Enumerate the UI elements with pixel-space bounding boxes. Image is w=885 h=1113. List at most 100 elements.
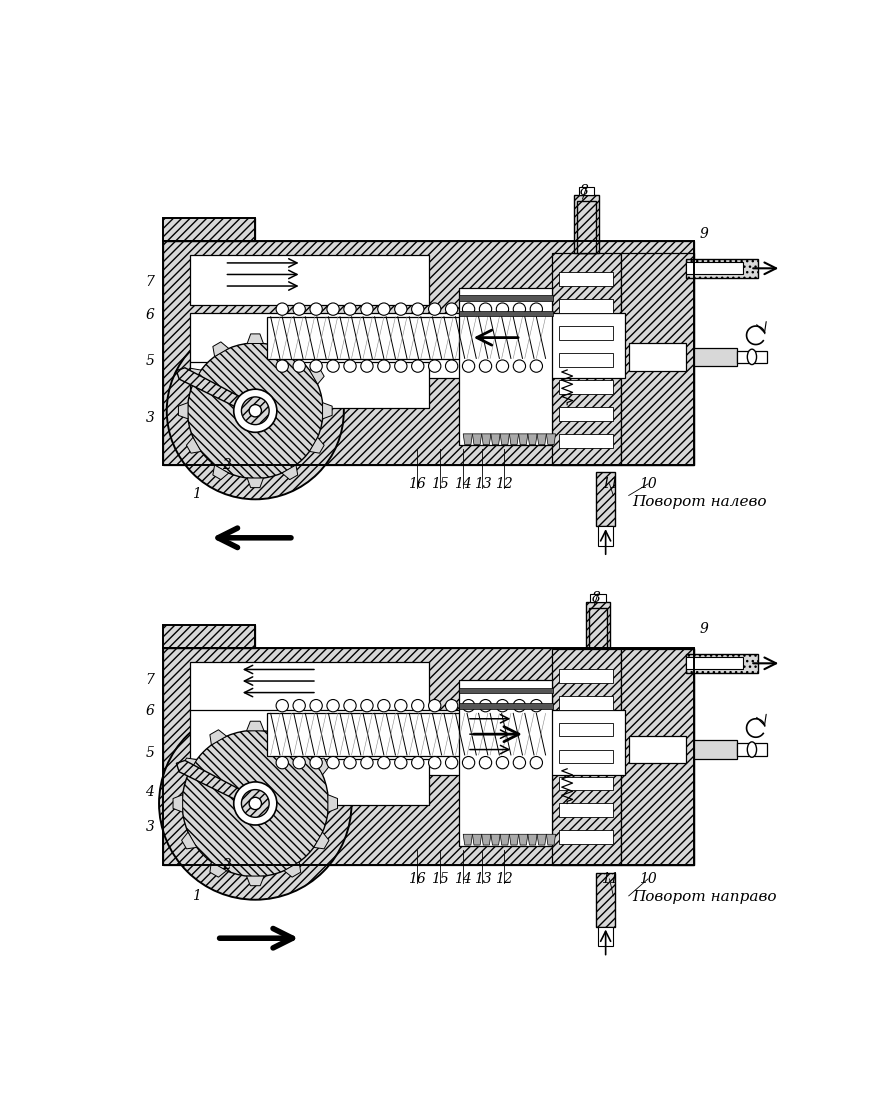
Text: 9: 9 <box>700 622 709 636</box>
Bar <box>559 434 613 447</box>
Bar <box>687 657 743 670</box>
Ellipse shape <box>378 699 390 712</box>
Bar <box>559 299 613 313</box>
Text: 6: 6 <box>145 307 154 322</box>
Text: 15: 15 <box>431 476 449 491</box>
Bar <box>551 253 621 464</box>
Ellipse shape <box>480 359 492 372</box>
Ellipse shape <box>159 707 351 899</box>
Bar <box>459 680 551 846</box>
Bar <box>163 242 694 464</box>
Polygon shape <box>247 721 264 731</box>
Polygon shape <box>314 833 329 849</box>
Ellipse shape <box>496 757 509 769</box>
Polygon shape <box>500 835 510 845</box>
Bar <box>190 662 428 712</box>
Bar <box>577 201 596 253</box>
Ellipse shape <box>496 359 509 372</box>
Text: 6: 6 <box>145 705 154 718</box>
Text: 15: 15 <box>431 871 449 886</box>
Polygon shape <box>314 758 329 775</box>
Polygon shape <box>546 835 556 845</box>
Polygon shape <box>546 434 556 444</box>
Ellipse shape <box>378 303 390 315</box>
Bar <box>163 624 255 648</box>
Ellipse shape <box>361 699 373 712</box>
Polygon shape <box>284 861 301 877</box>
Polygon shape <box>463 835 473 845</box>
Bar <box>574 195 599 253</box>
Polygon shape <box>210 861 227 877</box>
Ellipse shape <box>250 405 261 417</box>
Ellipse shape <box>361 757 373 769</box>
Ellipse shape <box>428 757 441 769</box>
Ellipse shape <box>188 343 323 479</box>
Bar <box>559 380 613 394</box>
Text: 13: 13 <box>473 871 491 886</box>
Bar <box>559 669 613 682</box>
Bar <box>736 351 767 363</box>
Polygon shape <box>210 730 227 745</box>
Text: 8: 8 <box>592 591 601 604</box>
Ellipse shape <box>378 359 390 372</box>
Ellipse shape <box>186 735 325 873</box>
Bar <box>736 743 767 756</box>
Ellipse shape <box>242 789 269 817</box>
Ellipse shape <box>234 390 277 432</box>
Ellipse shape <box>242 397 269 425</box>
Bar <box>190 255 428 305</box>
Ellipse shape <box>166 322 344 500</box>
Bar <box>559 722 613 737</box>
Ellipse shape <box>250 797 261 809</box>
Bar <box>589 608 607 648</box>
Bar <box>559 407 613 421</box>
Ellipse shape <box>395 699 407 712</box>
Polygon shape <box>187 437 201 453</box>
Ellipse shape <box>496 699 509 712</box>
Polygon shape <box>537 835 546 845</box>
Text: 4: 4 <box>145 785 154 799</box>
Ellipse shape <box>327 757 339 769</box>
Ellipse shape <box>293 303 305 315</box>
Bar <box>190 759 428 805</box>
Bar <box>267 713 548 756</box>
Polygon shape <box>510 835 519 845</box>
Ellipse shape <box>344 303 356 315</box>
Bar <box>628 736 687 764</box>
Polygon shape <box>213 342 228 356</box>
Text: 11: 11 <box>601 871 619 886</box>
Ellipse shape <box>361 359 373 372</box>
Bar <box>458 688 552 693</box>
Bar <box>559 749 613 764</box>
Ellipse shape <box>496 303 509 315</box>
Polygon shape <box>176 760 246 802</box>
Ellipse shape <box>310 359 322 372</box>
Bar <box>163 624 255 648</box>
Polygon shape <box>181 758 196 775</box>
Ellipse shape <box>293 359 305 372</box>
Ellipse shape <box>530 359 543 372</box>
Ellipse shape <box>428 699 441 712</box>
Bar <box>596 472 615 526</box>
Text: 10: 10 <box>639 871 657 886</box>
Ellipse shape <box>513 757 526 769</box>
Polygon shape <box>181 833 196 849</box>
Polygon shape <box>481 434 491 444</box>
Polygon shape <box>473 434 481 444</box>
Ellipse shape <box>310 757 322 769</box>
Bar <box>190 709 625 775</box>
Ellipse shape <box>412 757 424 769</box>
Bar <box>190 313 625 378</box>
Ellipse shape <box>747 349 757 365</box>
Ellipse shape <box>747 742 757 757</box>
Text: 1: 1 <box>191 486 200 501</box>
Bar <box>590 594 605 602</box>
Text: 5: 5 <box>145 354 154 367</box>
Bar <box>559 830 613 845</box>
Bar <box>694 740 736 759</box>
Ellipse shape <box>327 699 339 712</box>
Polygon shape <box>491 835 500 845</box>
Bar <box>163 218 255 242</box>
Ellipse shape <box>412 359 424 372</box>
Polygon shape <box>310 368 324 384</box>
